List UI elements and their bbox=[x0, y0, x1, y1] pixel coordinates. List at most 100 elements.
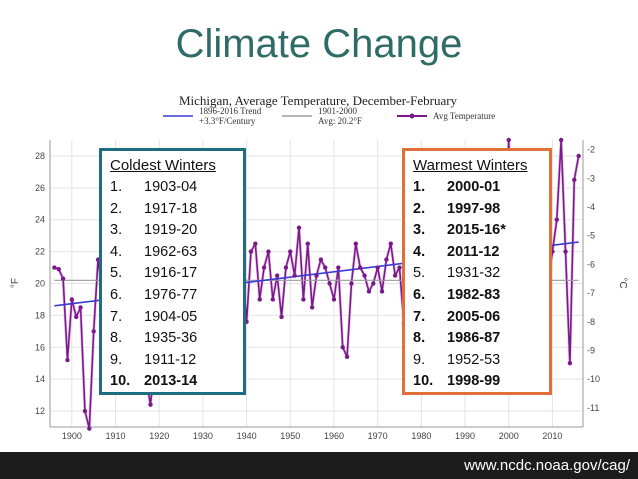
temperature-point bbox=[353, 241, 359, 246]
winter-years: 1911-12 bbox=[144, 351, 197, 368]
temperature-point bbox=[91, 329, 96, 334]
list-item: 8. 1935-36 bbox=[110, 328, 235, 350]
temperature-point bbox=[60, 276, 66, 281]
rank-number: 2. bbox=[110, 200, 123, 217]
winter-years: 1904-05 bbox=[144, 308, 198, 325]
x-tick-label: 2010 bbox=[542, 431, 562, 441]
winter-years: 1986-87 bbox=[447, 330, 501, 347]
rank-number: 9. bbox=[110, 351, 123, 368]
rank-number: 10. bbox=[413, 373, 434, 390]
slide-title: Climate Change bbox=[175, 22, 463, 66]
footer-link[interactable]: www.ncdc.noaa.gov/cag/ bbox=[464, 457, 630, 474]
temperature-point bbox=[69, 297, 75, 302]
temperature-point bbox=[253, 241, 258, 246]
temperature-point bbox=[388, 241, 393, 246]
legend-marker bbox=[409, 113, 415, 119]
y-tick-label-left: 22 bbox=[35, 247, 45, 257]
list-item: 2. 1917-18 bbox=[110, 199, 235, 221]
temperature-point bbox=[301, 297, 306, 302]
rank-number: 7. bbox=[413, 308, 426, 325]
coldest-winters-list: 1. 1903-04 2. 1917-18 3. 1919-20 4. 1962-63 5. 19… bbox=[110, 177, 235, 393]
temperature-point bbox=[270, 297, 276, 302]
temperature-point bbox=[148, 402, 153, 407]
legend-label: 1896-2016 Trend bbox=[199, 106, 262, 116]
y-tick-label-left: 14 bbox=[35, 374, 45, 384]
chart-title: Michigan, Average Temperature, December-… bbox=[179, 93, 458, 108]
temperature-point bbox=[274, 273, 280, 278]
temperature-point bbox=[292, 273, 297, 278]
temperature-point bbox=[366, 289, 372, 294]
list-item: 10. 1998-99 bbox=[413, 371, 541, 393]
temperature-point bbox=[314, 273, 319, 278]
rank-number: 4. bbox=[110, 243, 123, 260]
x-tick-label: 2000 bbox=[499, 431, 519, 441]
winter-years: 1952-53 bbox=[447, 351, 501, 368]
temperature-point bbox=[392, 273, 398, 278]
temperature-point bbox=[558, 137, 564, 143]
rank-number: 5. bbox=[110, 265, 123, 282]
list-item: 5. 1931-32 bbox=[413, 263, 541, 285]
x-tick-label: 1960 bbox=[324, 431, 344, 441]
legend-sublabel: +3.3°F/Century bbox=[199, 116, 256, 126]
winter-years: 1982-83 bbox=[447, 286, 501, 303]
y-tick-label-left: 18 bbox=[35, 310, 45, 320]
x-tick-label: 1970 bbox=[368, 431, 388, 441]
winter-years: 1903-04 bbox=[144, 179, 198, 195]
list-item: 9. 1911-12 bbox=[110, 350, 235, 372]
temperature-point bbox=[323, 265, 328, 270]
temperature-point bbox=[379, 289, 385, 294]
temperature-point bbox=[572, 177, 577, 183]
temperature-point bbox=[362, 273, 367, 278]
temperature-point bbox=[56, 266, 61, 272]
y-axis-left-label: °F bbox=[10, 278, 21, 288]
temperature-point bbox=[309, 305, 315, 310]
y-tick-label-left: 20 bbox=[35, 279, 45, 289]
temperature-point bbox=[371, 281, 376, 286]
list-item: 7. 1904-05 bbox=[110, 307, 235, 329]
rank-number: 4. bbox=[413, 243, 426, 260]
x-tick-label: 1920 bbox=[149, 431, 169, 441]
temperature-point bbox=[384, 257, 389, 262]
warmest-winters-box: Warmest Winters 1. 2000-01 2. 1997-98 3. 2015… bbox=[402, 148, 552, 395]
y-tick-label-left: 16 bbox=[35, 342, 45, 352]
winter-years: 1976-77 bbox=[144, 286, 198, 303]
rank-number: 10. bbox=[110, 373, 131, 390]
temperature-point bbox=[397, 265, 402, 270]
temperature-point bbox=[576, 153, 581, 159]
y-tick-label-right: -5 bbox=[587, 231, 595, 241]
list-item: 7. 2005-06 bbox=[413, 307, 541, 329]
temperature-point bbox=[261, 265, 267, 270]
y-tick-label-left: 28 bbox=[35, 151, 45, 161]
list-item: 9. 1952-53 bbox=[413, 350, 541, 372]
chart-frame bbox=[49, 140, 584, 428]
x-tick-label: 1910 bbox=[106, 431, 126, 441]
winter-years: 1997-98 bbox=[447, 200, 501, 217]
x-tick-label: 1990 bbox=[455, 431, 475, 441]
warmest-winters-heading: Warmest Winters bbox=[413, 157, 528, 174]
y-tick-label-right: -10 bbox=[587, 374, 600, 384]
winter-years: 1998-99 bbox=[447, 373, 501, 390]
winter-years: 1919-20 bbox=[144, 222, 198, 239]
legend-sublabel: Avg: 20.2°F bbox=[318, 116, 362, 126]
x-tick-label: 1930 bbox=[193, 431, 213, 441]
y-tick-label-right: -11 bbox=[587, 403, 599, 413]
y-tick-label-left: 24 bbox=[35, 215, 45, 225]
y-tick-label-left: 12 bbox=[35, 406, 45, 416]
winter-years: 1935-36 bbox=[144, 330, 198, 347]
temperature-point bbox=[344, 354, 350, 360]
temperature-point bbox=[52, 265, 57, 270]
rank-number: 5. bbox=[413, 265, 426, 282]
winter-years: 2015-16* bbox=[447, 222, 506, 239]
list-item: 5. 1916-17 bbox=[110, 263, 235, 285]
rank-number: 9. bbox=[413, 351, 426, 368]
legend-label: 1901-2000 bbox=[318, 106, 357, 116]
y-tick-label-right: -4 bbox=[587, 202, 595, 212]
winter-years: 2000-01 bbox=[447, 179, 501, 195]
y-tick-label-right: -8 bbox=[587, 317, 595, 327]
footer-bar: www.ncdc.noaa.gov/cag/ bbox=[0, 452, 638, 479]
legend-label: Avg Temperature bbox=[433, 111, 495, 121]
list-item: 4. 1962-63 bbox=[110, 242, 235, 264]
temperature-point bbox=[327, 281, 332, 286]
temperature-point bbox=[87, 426, 92, 431]
temperature-point bbox=[288, 249, 293, 254]
